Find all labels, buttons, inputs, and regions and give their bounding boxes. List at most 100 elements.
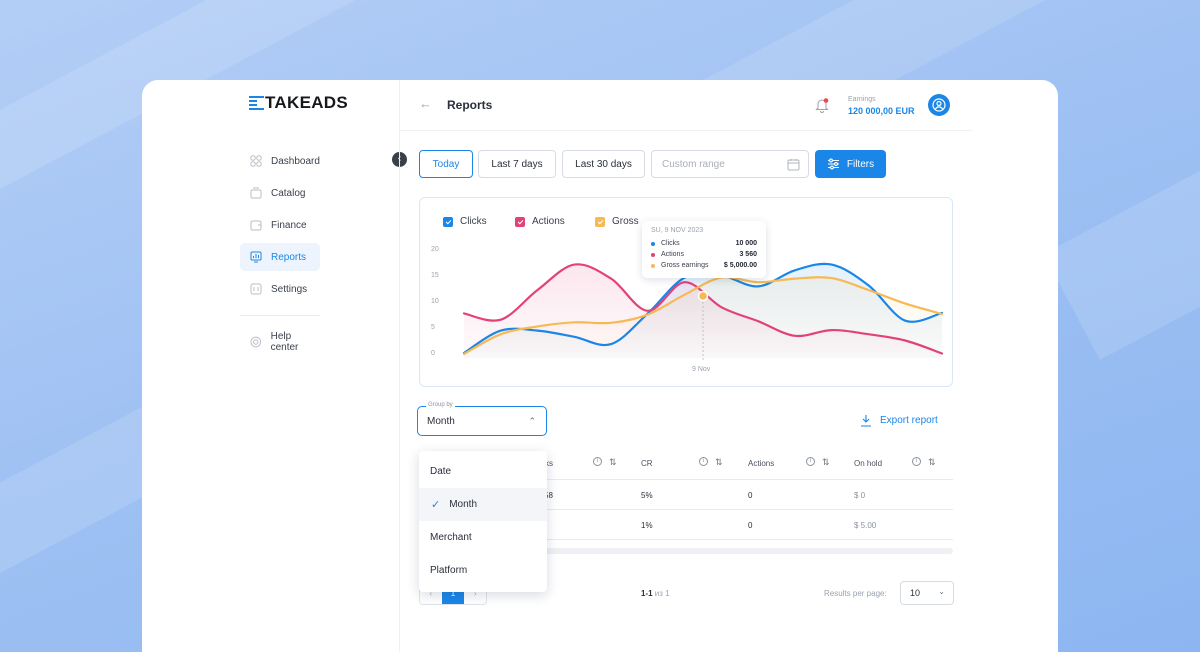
group-by-select[interactable]: Group by Month ⌃ bbox=[417, 402, 547, 436]
earnings-value: 120 000,00 EUR bbox=[848, 106, 915, 116]
column-header-actions[interactable]: Actions bbox=[748, 459, 775, 468]
table-header: cks i ⇅ CR i ⇅ Actions i ⇅ On hold i ⇅ bbox=[419, 448, 953, 480]
sort-icon[interactable]: ⇅ bbox=[822, 457, 830, 467]
logo[interactable]: TAKEADS bbox=[249, 93, 348, 113]
series-dot bbox=[651, 252, 655, 257]
info-icon[interactable]: i bbox=[593, 457, 602, 466]
column-header-cr[interactable]: CR bbox=[641, 459, 653, 468]
header-divider bbox=[400, 130, 972, 131]
info-icon[interactable]: i bbox=[699, 457, 708, 466]
report-table: cks i ⇅ CR i ⇅ Actions i ⇅ On hold i ⇅ 58 5%… bbox=[419, 448, 953, 540]
legend-item-actions[interactable]: Actions bbox=[515, 216, 565, 227]
chevron-left-icon: ‹ bbox=[429, 588, 433, 598]
info-icon[interactable]: i bbox=[912, 457, 921, 466]
tooltip-date: SU, 9 NOV 2023 bbox=[651, 227, 704, 234]
sort-icon[interactable]: ⇅ bbox=[928, 457, 936, 467]
tooltip-row-label: Actions bbox=[661, 251, 684, 258]
legend-label: Gross bbox=[612, 216, 639, 227]
y-tick-label: 15 bbox=[431, 272, 439, 279]
horizontal-scrollbar[interactable] bbox=[419, 548, 953, 554]
filters-label: Filters bbox=[846, 158, 875, 170]
sidebar-item-label: Dashboard bbox=[271, 155, 320, 167]
y-tick-label: 0 bbox=[431, 350, 435, 357]
sidebar-item-settings[interactable]: Settings bbox=[240, 275, 320, 303]
chart-tooltip: SU, 9 NOV 2023 Clicks 10 000 Actions 3 5… bbox=[642, 221, 766, 278]
dropdown-option-platform[interactable]: Platform bbox=[419, 554, 547, 587]
option-label: Date bbox=[430, 466, 452, 477]
series-dot bbox=[651, 241, 655, 246]
sidebar-item-help-center[interactable]: Help center bbox=[240, 328, 320, 356]
sidebar-item-catalog[interactable]: Catalog bbox=[240, 179, 320, 207]
logo-text: TAKEADS bbox=[265, 93, 349, 112]
avatar[interactable] bbox=[928, 94, 950, 116]
series-area-gross bbox=[464, 277, 942, 358]
cell-on-hold: $ 0 bbox=[854, 491, 866, 500]
next-page-button[interactable]: › bbox=[464, 589, 486, 598]
dropdown-option-date[interactable]: Date bbox=[419, 455, 547, 488]
sidebar: Dashboard Catalog Finance Reports Settin… bbox=[240, 147, 320, 360]
header-icons: i ⇅ bbox=[912, 457, 936, 468]
sliders-icon bbox=[827, 158, 839, 170]
sidebar-item-label: Reports bbox=[271, 251, 307, 263]
results-per-page-label: Results per page: bbox=[824, 589, 887, 598]
bell-icon[interactable] bbox=[815, 97, 829, 113]
custom-range-input[interactable]: Custom range bbox=[651, 150, 809, 178]
option-label: Merchant bbox=[430, 532, 472, 543]
cell-cr: 5% bbox=[641, 491, 653, 500]
logo-icon bbox=[249, 96, 264, 110]
page-title: Reports bbox=[447, 98, 493, 112]
export-label: Export report bbox=[880, 415, 938, 426]
legend-item-gross[interactable]: Gross bbox=[595, 216, 639, 227]
results-per-page-value: 10 bbox=[910, 588, 921, 598]
today-button[interactable]: Today bbox=[419, 150, 473, 178]
option-label: Platform bbox=[430, 565, 468, 576]
option-label: Month bbox=[449, 499, 478, 510]
sort-icon[interactable]: ⇅ bbox=[609, 457, 617, 467]
header-icons: i ⇅ bbox=[699, 457, 723, 468]
sidebar-item-dashboard[interactable]: Dashboard bbox=[240, 147, 320, 175]
checkbox-icon bbox=[443, 216, 453, 227]
cell-clicks: 58 bbox=[544, 491, 553, 500]
chevron-right-icon: › bbox=[473, 588, 477, 598]
column-header-on-hold[interactable]: On hold bbox=[854, 459, 883, 468]
filters-button[interactable]: Filters bbox=[815, 150, 886, 178]
column-header-clicks[interactable]: cks bbox=[541, 459, 553, 468]
table-row[interactable]: 58 5% 0 $ 0 bbox=[419, 480, 953, 510]
sidebar-item-finance[interactable]: Finance bbox=[240, 211, 320, 239]
group-by-label: Group by bbox=[426, 402, 455, 408]
dropdown-option-merchant[interactable]: Merchant bbox=[419, 521, 547, 554]
earnings-label: Earnings bbox=[848, 96, 876, 103]
sidebar-divider bbox=[240, 315, 320, 316]
cell-cr: 1% bbox=[641, 521, 653, 530]
calendar-icon[interactable] bbox=[787, 158, 800, 171]
chevron-up-icon: ⌃ bbox=[528, 416, 536, 426]
last-30-days-button[interactable]: Last 30 days bbox=[562, 150, 645, 178]
background-shape bbox=[1043, 160, 1200, 360]
results-per-page-select[interactable]: 10 ⌄ bbox=[900, 581, 954, 605]
legend-item-clicks[interactable]: Clicks bbox=[443, 216, 487, 227]
table-row[interactable]: 1% 0 $ 5.00 bbox=[419, 510, 953, 540]
series-dot bbox=[651, 263, 655, 268]
x-tick-label: 9 Nov bbox=[692, 366, 711, 373]
info-icon[interactable]: i bbox=[806, 457, 815, 466]
catalog-icon bbox=[250, 187, 262, 199]
chart-icon bbox=[250, 251, 262, 263]
cell-actions: 0 bbox=[748, 491, 753, 500]
line-chart bbox=[462, 262, 944, 360]
app-window: TAKEADS Dashboard Catalog Finance Report… bbox=[142, 80, 1058, 652]
download-icon bbox=[861, 415, 871, 427]
series-line-gross[interactable] bbox=[462, 276, 944, 356]
prev-page-button[interactable]: ‹ bbox=[420, 589, 442, 598]
last-7-days-button[interactable]: Last 7 days bbox=[478, 150, 556, 178]
sidebar-item-reports[interactable]: Reports bbox=[240, 243, 320, 271]
results-range: 1-1 bbox=[641, 589, 653, 598]
export-report-button[interactable]: Export report bbox=[860, 414, 938, 427]
y-tick-label: 20 bbox=[431, 246, 439, 253]
wallet-icon bbox=[250, 220, 262, 231]
tooltip-row-label: Gross earnings bbox=[661, 262, 709, 269]
back-arrow-icon[interactable]: ← bbox=[419, 96, 432, 111]
chart-card: Clicks Actions Gross 20 15 10 5 0 bbox=[419, 197, 953, 387]
dropdown-option-month[interactable]: ✓ Month bbox=[419, 488, 547, 521]
sort-icon[interactable]: ⇅ bbox=[715, 457, 723, 467]
results-total: из 1 bbox=[654, 589, 670, 598]
